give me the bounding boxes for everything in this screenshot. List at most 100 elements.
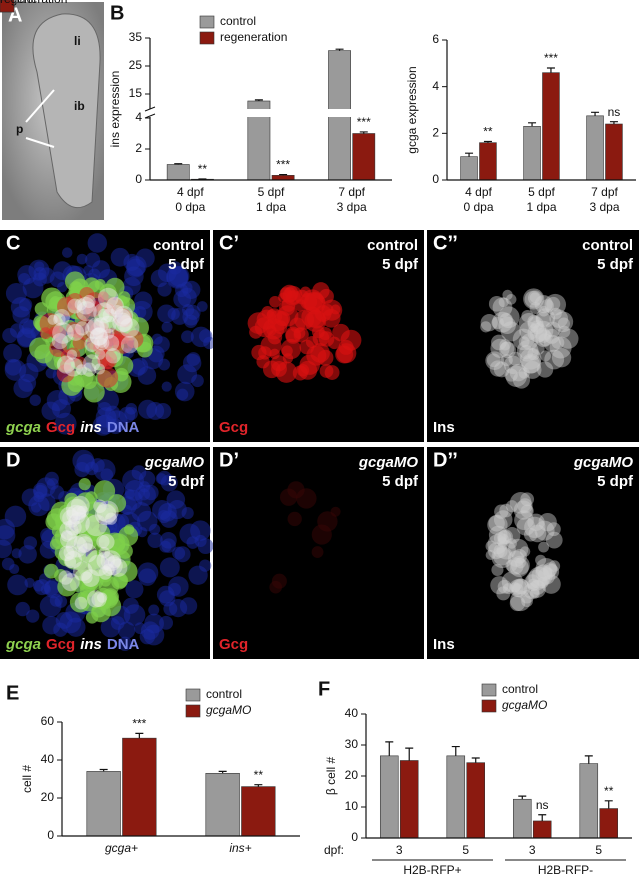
cell [519, 348, 542, 370]
significance: ns [608, 105, 621, 119]
error-bar [591, 111, 600, 116]
cell [54, 412, 77, 435]
error-bar [135, 732, 144, 739]
error-bar [335, 48, 344, 51]
cell [72, 561, 93, 581]
x-tick-label: 7 dpf [338, 185, 365, 199]
cell [59, 506, 79, 526]
cell [84, 292, 105, 312]
cell [77, 513, 100, 536]
cell [103, 556, 123, 576]
cell [97, 367, 119, 388]
cell [527, 322, 548, 343]
cell [523, 360, 542, 379]
cell [499, 339, 511, 351]
cell [93, 302, 115, 324]
y-tick-label: 0 [351, 830, 358, 844]
cell [523, 527, 538, 542]
cell [64, 492, 79, 507]
cell [109, 558, 128, 577]
cell [535, 554, 547, 566]
cell [159, 557, 180, 578]
error-bar [471, 757, 480, 763]
cell [249, 325, 263, 339]
cell [497, 579, 512, 594]
cell [536, 361, 554, 378]
x-prefix: dpf: [324, 843, 344, 857]
cell [550, 307, 562, 320]
error-bar [538, 814, 547, 821]
cell [47, 314, 58, 325]
x-tick-label: 5 [595, 843, 602, 857]
cell [123, 524, 135, 535]
legend-label: control [502, 682, 538, 696]
cell [179, 597, 198, 615]
cell [120, 335, 139, 354]
stain-label: gcga [5, 636, 41, 653]
cell [492, 311, 513, 333]
cell [499, 341, 516, 359]
cell [514, 510, 534, 531]
cell [89, 327, 109, 346]
cell [519, 344, 534, 360]
cell [87, 554, 110, 577]
cell [11, 548, 22, 559]
x-tick-label: 1 dpa [526, 200, 556, 214]
cell [56, 364, 75, 383]
cell [273, 320, 288, 335]
cell [540, 350, 551, 362]
image-title: control [367, 237, 418, 254]
cell [174, 381, 195, 402]
cell [538, 333, 552, 347]
cell [542, 562, 558, 577]
cell [491, 546, 514, 569]
legend-label: control [220, 14, 256, 28]
cell [59, 530, 78, 549]
cell [99, 315, 117, 334]
cell [168, 261, 182, 275]
cell [521, 353, 542, 374]
cell [65, 519, 82, 536]
cell [546, 522, 561, 537]
cell [498, 297, 509, 308]
cell [505, 559, 518, 572]
y-tick-label: 35 [129, 30, 143, 44]
error-bar [518, 795, 527, 800]
cell [100, 468, 114, 482]
y-tick-label: 10 [345, 799, 359, 813]
cell [509, 579, 527, 598]
bar [271, 175, 295, 181]
cell [512, 371, 530, 389]
cell [509, 595, 526, 612]
cell [497, 530, 512, 545]
cell [125, 330, 144, 349]
cell [56, 282, 68, 293]
cell [54, 512, 72, 529]
cell [503, 355, 523, 375]
cell [321, 303, 334, 316]
cell [76, 301, 97, 322]
cell [527, 314, 541, 329]
cell [114, 305, 134, 325]
cell [527, 578, 540, 592]
cell [92, 415, 114, 436]
cell [543, 563, 560, 580]
y-axis-label: β cell # [324, 757, 338, 796]
error-bar [584, 755, 593, 764]
cell [497, 306, 520, 329]
cell [63, 545, 78, 560]
cell [491, 563, 504, 576]
cell [61, 573, 80, 592]
cell [507, 550, 525, 567]
cell [527, 316, 544, 333]
cell [148, 604, 160, 616]
cell [260, 335, 282, 357]
cell [520, 504, 534, 518]
error-bar [483, 140, 492, 143]
cell [82, 362, 97, 377]
cell [515, 557, 526, 569]
cell [544, 349, 565, 370]
cell [541, 574, 561, 594]
cell [161, 381, 172, 392]
cell [84, 336, 100, 352]
